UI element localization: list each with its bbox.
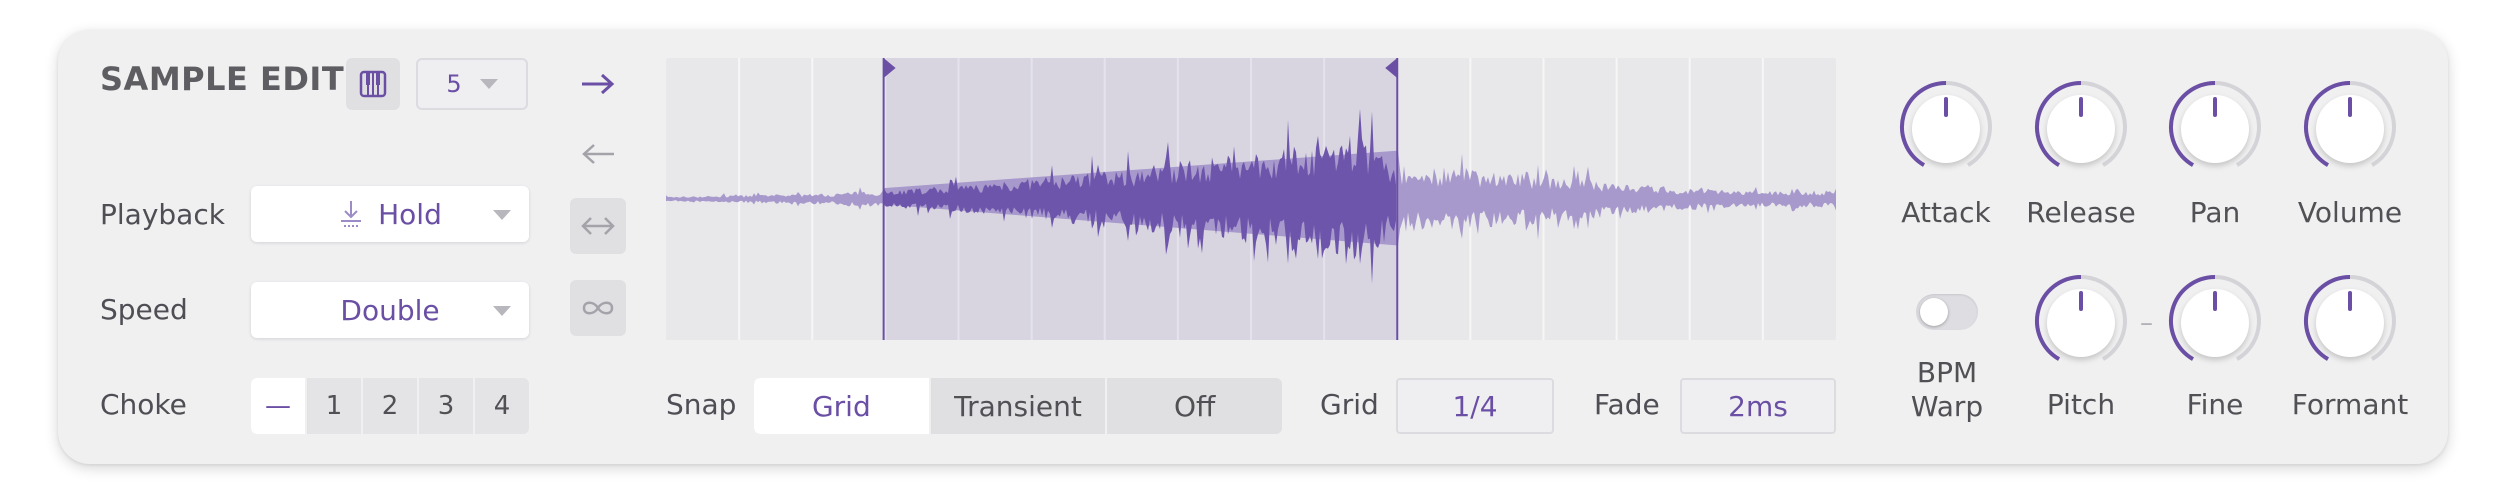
waveform-display[interactable] [666, 58, 1836, 340]
pingpong-play-button[interactable] [570, 198, 626, 254]
speed-value: Double [340, 293, 440, 327]
start-marker-handle[interactable] [883, 58, 896, 78]
knob-graphic [2169, 275, 2261, 361]
panel-title: SAMPLE EDIT [100, 60, 345, 98]
volume-label: Volume [2297, 196, 2403, 229]
snap-option-grid[interactable]: Grid [754, 378, 929, 434]
loop-play-button[interactable] [570, 280, 626, 336]
bpm-warp-label: BPM Warp [1867, 356, 2027, 424]
choke-label: Choke [100, 388, 187, 421]
arrow-right-icon [582, 73, 615, 95]
attack-label: Attack [1901, 196, 1991, 229]
choke-option-1[interactable]: 1 [305, 378, 361, 434]
end-marker-handle[interactable] [1385, 58, 1398, 78]
hold-download-icon [341, 201, 362, 227]
snap-selector: Grid Transient Off [754, 378, 1282, 434]
knob-graphic [2169, 81, 2261, 167]
infinity-icon [582, 301, 614, 315]
choke-option-3[interactable]: 3 [417, 378, 473, 434]
arrow-left-right-icon [581, 217, 615, 235]
snap-option-transient[interactable]: Transient [928, 378, 1106, 434]
speed-label: Speed [100, 293, 188, 326]
fine-knob[interactable] [2160, 266, 2270, 376]
piano-keyboard-icon [359, 70, 387, 98]
toggle-thumb [1920, 298, 1948, 326]
chevron-down-icon [493, 210, 511, 220]
playback-dropdown[interactable]: Hold [251, 186, 529, 242]
pitch-fine-link-dash: – [2140, 308, 2153, 338]
keyboard-toggle-button[interactable] [346, 58, 400, 110]
octave-select[interactable]: 5 [416, 58, 528, 110]
knob-graphic [1900, 81, 1992, 167]
speed-dropdown[interactable]: Double [251, 282, 529, 338]
knob-graphic [2304, 81, 2396, 167]
attack-knob[interactable] [1891, 72, 2001, 182]
choke-option-none[interactable]: — [251, 378, 305, 434]
chevron-down-icon [493, 306, 511, 316]
knob-graphic [2035, 275, 2127, 361]
octave-select-value: 5 [446, 70, 462, 98]
knob-graphic [2035, 81, 2127, 167]
pan-label: Pan [2189, 196, 2241, 229]
grid-value-field[interactable]: 1/4 [1396, 378, 1554, 434]
formant-label: Formant [2291, 388, 2409, 421]
release-label: Release [2026, 196, 2136, 229]
playback-label: Playback [100, 198, 225, 231]
fade-label: Fade [1594, 388, 1660, 421]
waveform-canvas[interactable] [666, 58, 1836, 340]
snap-label: Snap [666, 388, 737, 421]
fine-label: Fine [2186, 388, 2244, 421]
pan-knob[interactable] [2160, 72, 2270, 182]
pitch-label: Pitch [2046, 388, 2116, 421]
choke-option-4[interactable]: 4 [473, 378, 529, 434]
choke-group-selector: — 1 2 3 4 [251, 378, 529, 434]
choke-option-2[interactable]: 2 [361, 378, 417, 434]
chevron-down-icon [479, 79, 498, 89]
arrow-left-icon [582, 144, 614, 164]
bpm-warp-label-line2: Warp [1910, 390, 1984, 423]
bpm-warp-label-line1: BPM [1916, 356, 1978, 389]
formant-knob[interactable] [2295, 266, 2405, 376]
playback-value: Hold [378, 197, 442, 231]
reverse-play-button[interactable] [570, 126, 626, 182]
bpm-warp-toggle[interactable] [1916, 294, 1978, 330]
release-knob[interactable] [2026, 72, 2136, 182]
grid-label: Grid [1320, 388, 1379, 421]
waveform-selected [884, 108, 1396, 284]
fade-value-field[interactable]: 2ms [1680, 378, 1836, 434]
forward-play-button[interactable] [570, 56, 626, 112]
knob-graphic [2304, 275, 2396, 361]
pitch-knob[interactable] [2026, 266, 2136, 376]
volume-knob[interactable] [2295, 72, 2405, 182]
snap-option-off[interactable]: Off [1105, 378, 1282, 434]
